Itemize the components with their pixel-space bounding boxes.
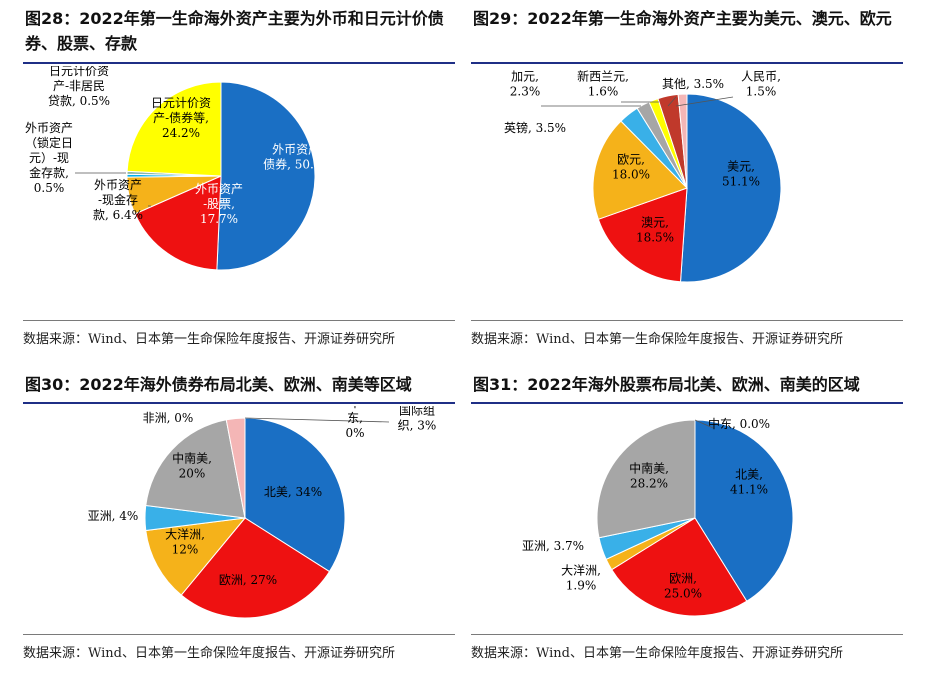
fig30-data-label-4: 中南美, 20% [172, 451, 212, 481]
fig28-data-label-5: 日元计价资产-债券等, 24.2% [151, 96, 211, 140]
fig30-slice-6 [225, 417, 246, 519]
fig28-slice-1 [134, 175, 222, 271]
figure-29-pie-chart: 美元, 51.1% 澳元, 18.5% 欧元, 18.0% 英镑, 3.5% 加元, 2.3% 新… [504, 69, 782, 283]
fig29-data-label-4: 加元, 2.3% [510, 70, 541, 99]
fig29-slice-1 [597, 187, 688, 283]
fig31-data-label-1: 欧洲, 25.0% [664, 572, 702, 601]
fig30-data-label-2: 大洋洲, 12% [165, 527, 205, 557]
fig30-slice-1 [180, 517, 331, 619]
figure-28-title: 图28：2022年第一生命海外资产主要为外币和日元计价债券、股票、存款 [23, 4, 455, 64]
fig28-data-label-3: 外币资产（锁定日元）-现金存款, 0.5% [25, 121, 73, 195]
figure-28-pie-chart: 外币资产,债券, 50.7% 外币资产-股票, 17.7% 外币资产-现金存款, 6.… [25, 66, 333, 271]
fig29-data-label-3: 英镑, 3.5% [504, 120, 566, 135]
figure-30-title: 图30：2022年海外债券布局北美、欧洲、南美等区域 [23, 370, 455, 404]
fig28-data-label-2: 外币资产-现金存款, 6.4% [93, 178, 143, 222]
fig31-slice-0 [694, 419, 794, 602]
fig30-data-label-7: 中东,0% [345, 406, 364, 440]
fig31-leader-line-5 [694, 419, 714, 429]
figure-31-panel: 图31：2022年海外股票布局北美、欧洲、南美的区域 北美, 41.1% 欧洲, 25… [471, 370, 903, 661]
fig30-data-label-1: 欧洲, 27% [219, 573, 277, 587]
figure-29-panel: 图29：2022年第一生命海外资产主要为美元、澳元、欧元 美元, 51.1% 澳元,… [471, 4, 903, 347]
fig28-data-label-4: 日元计价资产-非居民贷款, 0.5% [48, 66, 110, 108]
figure-29-source: 数据来源：Wind、日本第一生命保险年度报告、开源证券研究所 [471, 320, 903, 347]
figure-29-title: 图29：2022年第一生命海外资产主要为美元、澳元、欧元 [471, 4, 903, 64]
fig28-data-label-0: 外币资产,债券, 50.7% [263, 143, 333, 172]
fig29-data-label-0: 美元, 51.1% [722, 160, 760, 189]
figure-31-source: 数据来源：Wind、日本第一生命保险年度报告、开源证券研究所 [471, 634, 903, 661]
fig30-data-label-0: 北美, 34% [264, 485, 322, 499]
fig30-slice-2 [145, 517, 247, 596]
figure-28-source: 数据来源：Wind、日本第一生命保险年度报告、开源证券研究所 [23, 320, 455, 347]
fig29-data-label-6: 其他, 3.5% [662, 77, 724, 91]
figure-30-pie-chart: 北美, 34% 欧洲, 27% 大洋洲, 12% 亚洲, 4% 中南美, 20% 非洲, 0%… [88, 406, 437, 619]
fig29-slice-0 [679, 93, 782, 283]
fig30-data-label-5: 非洲, 0% [143, 411, 194, 425]
fig28-slice-0 [216, 81, 316, 271]
fig29-data-label-7: 人民币, 1.5% [741, 70, 781, 99]
fig30-slice-0 [244, 417, 346, 573]
figure-30-panel: 图30：2022年海外债券布局北美、欧洲、南美等区域 北美, 34% 欧洲, 27… [23, 370, 455, 661]
figure-31-title: 图31：2022年海外股票布局北美、欧洲、南美的区域 [471, 370, 903, 404]
fig29-slice-2 [592, 120, 688, 220]
fig29-data-label-5: 新西兰元, 1.6% [577, 69, 629, 99]
fig31-slice-1 [611, 517, 748, 617]
fig30-leader-line-6 [244, 417, 390, 423]
fig30-slice-4 [145, 419, 246, 519]
fig29-leader-line-6 [667, 96, 677, 107]
fig28-data-label-1: 外币资产-股票, 17.7% [195, 182, 243, 226]
fig31-data-label-4: 中南美, 28.2% [629, 461, 669, 491]
figure-30-source: 数据来源：Wind、日本第一生命保险年度报告、开源证券研究所 [23, 634, 455, 661]
fig29-slice-7 [677, 93, 688, 189]
fig29-data-label-1: 澳元, 18.5% [636, 216, 674, 245]
fig28-slice-5 [126, 81, 222, 177]
fig31-data-label-2: 大洋洲, 1.9% [561, 563, 601, 593]
fig31-data-label-0: 北美, 41.1% [730, 468, 768, 497]
fig31-slice-4 [596, 419, 696, 539]
fig29-data-label-2: 欧元, 18.0% [612, 153, 650, 182]
fig29-leader-line-7 [675, 96, 734, 107]
figure-28-panel: 图28：2022年第一生命海外资产主要为外币和日元计价债券、股票、存款 外币资产… [23, 4, 455, 347]
figure-31-pie-chart: 北美, 41.1% 欧洲, 25.0% 大洋洲, 1.9% 亚洲, 3.7% 中南美, 28.2… [522, 416, 794, 617]
fig31-data-label-5: 中东, 0.0% [708, 416, 770, 431]
fig31-data-label-3: 亚洲, 3.7% [522, 539, 584, 553]
fig30-data-label-6: 国际组织, 3% [398, 406, 437, 433]
fig30-data-label-3: 亚洲, 4% [88, 509, 139, 523]
